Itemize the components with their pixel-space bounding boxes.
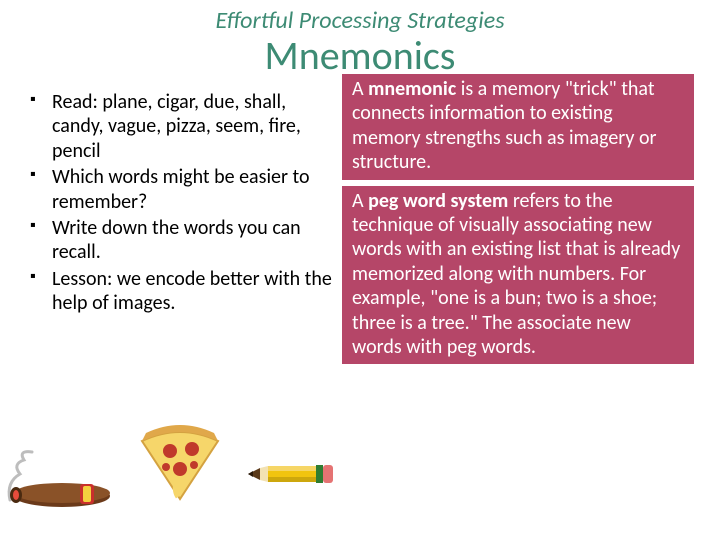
box-text: A	[352, 189, 368, 213]
page-title: Mnemonics	[0, 31, 720, 80]
definition-box-pegword: A peg word system refers to the techniqu…	[342, 186, 694, 365]
highlight-term: mnemonic	[368, 77, 456, 101]
left-column: Read: plane, cigar, due, shall, candy, v…	[30, 74, 342, 364]
list-item: Write down the words you can recall.	[30, 216, 332, 265]
images-row	[0, 422, 340, 512]
box-text: A	[352, 77, 368, 101]
bullet-list: Read: plane, cigar, due, shall, candy, v…	[30, 90, 332, 316]
pencil-icon	[244, 446, 334, 486]
content: Read: plane, cigar, due, shall, candy, v…	[0, 74, 720, 364]
pizza-icon	[130, 421, 230, 506]
cigar-icon	[2, 442, 112, 512]
right-column: A mnemonic is a memory "trick" that conn…	[342, 74, 694, 364]
box-text: refers to the technique of visually asso…	[352, 189, 680, 359]
list-item: Which words might be easier to remember?	[30, 165, 332, 214]
definition-box-mnemonic: A mnemonic is a memory "trick" that conn…	[342, 74, 694, 180]
highlight-term: peg word system	[368, 189, 508, 213]
list-item: Lesson: we encode better with the help o…	[30, 267, 332, 316]
header: Effortful Processing Strategies Mnemonic…	[0, 0, 720, 80]
list-item: Read: plane, cigar, due, shall, candy, v…	[30, 90, 332, 163]
